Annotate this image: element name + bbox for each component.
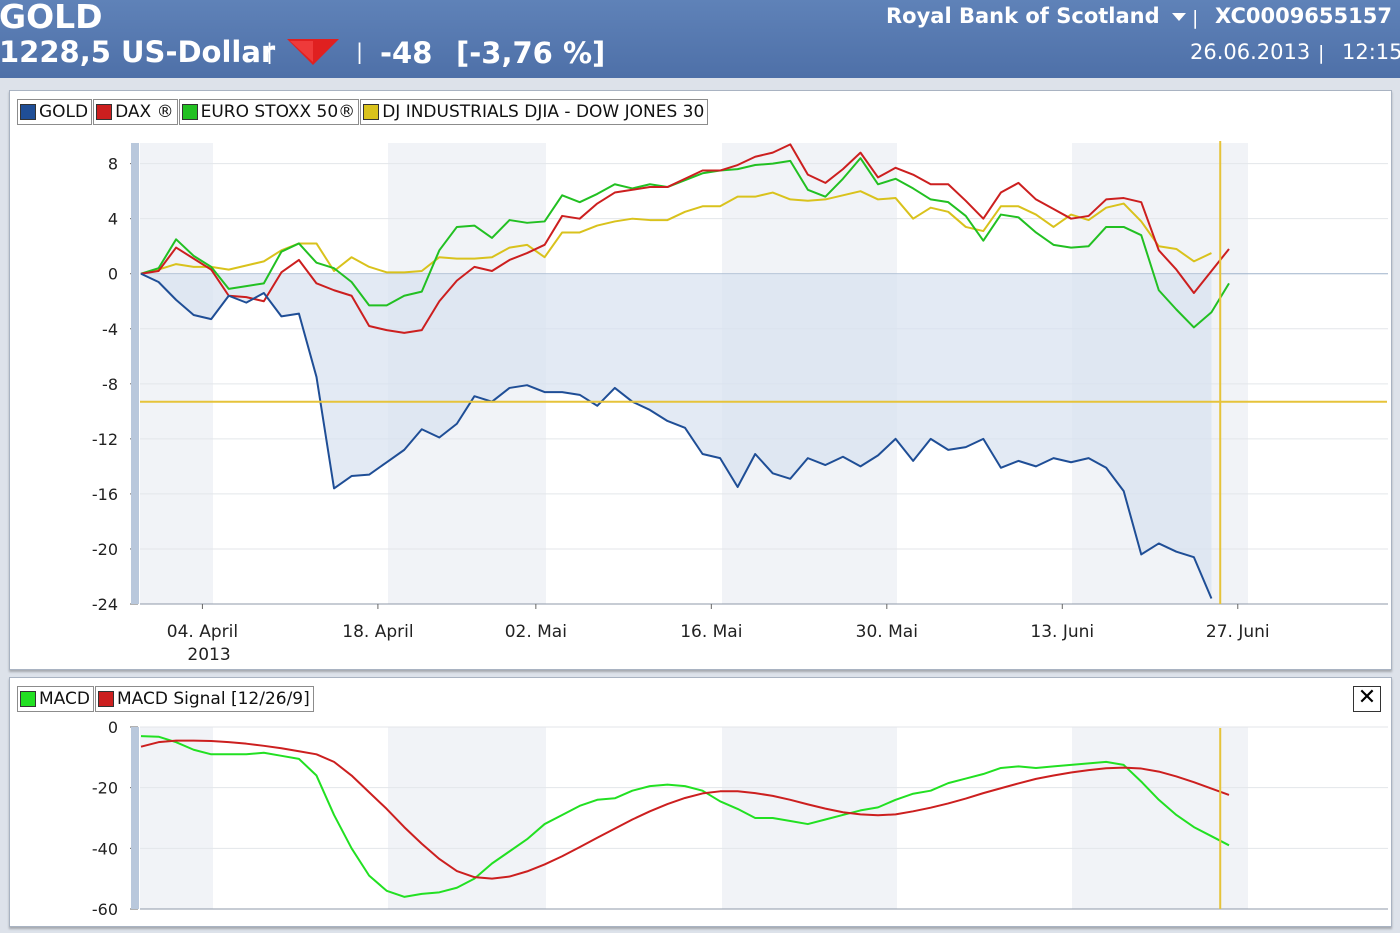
issuer-dropdown[interactable]: Royal Bank of Scotland: [886, 4, 1187, 28]
panel-resize-handle[interactable]: [625, 670, 771, 704]
macd-chart[interactable]: 0 -20 -40 -60: [10, 678, 1391, 926]
main-legend: GOLD DAX ® EURO STOXX 50® DJ INDUSTRIALS…: [17, 99, 709, 125]
series-line-dj-industrials-djia-dow-jones-30: [140, 190, 1212, 275]
legend-swatch: [181, 104, 198, 120]
y-tick-label: -12: [92, 430, 118, 449]
y-axis-bar: [131, 727, 139, 909]
legend-label: MACD Signal [12/26/9]: [116, 689, 310, 709]
series-line-macd-signal-12-26-9-: [140, 739, 1230, 880]
issuer-label: Royal Bank of Scotland: [886, 4, 1160, 28]
legend-item-eurostoxx[interactable]: EURO STOXX 50®: [178, 99, 360, 125]
legend-swatch: [96, 104, 113, 120]
y-tick-label: 8: [108, 155, 118, 174]
comparison-chart[interactable]: 8 4 0 -4 -8 -12 -16 -20 -24 04. April 18. April 02.…: [10, 91, 1391, 669]
separator: |: [356, 40, 364, 64]
change-absolute: -48: [380, 36, 433, 70]
y-tick-label: -20: [92, 540, 118, 559]
close-indicator-button[interactable]: ✕: [1353, 686, 1381, 712]
x-tick-label: 13. Juni: [1030, 622, 1094, 642]
y-tick-label: -40: [92, 839, 118, 858]
x-tick-label: 18. April: [342, 622, 413, 642]
y-tick-label: 0: [108, 265, 118, 284]
legend-swatch: [363, 104, 380, 120]
y-tick-label: 0: [108, 718, 118, 737]
separator: |: [1192, 7, 1199, 29]
legend-item-macd[interactable]: MACD: [17, 686, 94, 712]
series-line-dax-: [140, 143, 1230, 334]
x-tick-label: 02. Mai: [505, 622, 567, 642]
legend-swatch: [97, 691, 114, 707]
year-label: 2013: [187, 645, 230, 665]
y-tick-label: -4: [102, 320, 118, 339]
chevron-down-icon: [1171, 13, 1186, 21]
trend-down-icon: [287, 39, 339, 65]
price-comparison-chart-panel: 8 4 0 -4 -8 -12 -16 -20 -24 04. April 18. April 02.…: [9, 90, 1392, 670]
background-band: [388, 727, 546, 909]
background-band: [1072, 727, 1248, 909]
legend-swatch: [20, 691, 36, 707]
series-line-macd: [140, 735, 1230, 898]
series-line-gold: [140, 272, 1213, 599]
quote-header: GOLD 1228,5 US-Dollar | | -48 [-3,76 %] …: [0, 0, 1400, 78]
separator: |: [266, 40, 274, 64]
symbol-title: GOLD: [0, 0, 103, 36]
legend-label: DAX ®: [115, 102, 174, 122]
legend-swatch: [20, 104, 36, 120]
legend-item-dax[interactable]: DAX ®: [93, 99, 178, 125]
price-value: 1228,5 US-Dollar: [0, 35, 276, 69]
y-tick-label: -8: [102, 375, 118, 394]
legend-label: DJ INDUSTRIALS DJIA - DOW JONES 30: [382, 102, 705, 122]
separator: |: [1318, 42, 1325, 64]
legend-label: GOLD: [39, 102, 89, 122]
quote-time: 12:15: [1342, 40, 1400, 64]
y-tick-label: -24: [92, 595, 118, 614]
x-tick-label: 27. Juni: [1206, 622, 1270, 642]
y-axis-bar: [131, 143, 139, 604]
x-tick-label: 30. Mai: [856, 622, 918, 642]
isin-code: XC0009655157: [1215, 4, 1392, 28]
macd-indicator-panel: 0 -20 -40 -60 MACD MACD Signal [12/26/9] ✕: [9, 677, 1392, 927]
x-tick-label: 16. Mai: [680, 622, 742, 642]
background-band: [140, 143, 213, 604]
legend-item-macd-signal[interactable]: MACD Signal [12/26/9]: [94, 686, 314, 712]
gold-area-fill: [141, 273, 1212, 599]
series-line-euro-stoxx-50-: [140, 157, 1230, 329]
macd-legend: MACD MACD Signal [12/26/9]: [17, 686, 315, 712]
legend-item-gold[interactable]: GOLD: [17, 99, 93, 125]
y-tick-label: -16: [92, 485, 118, 504]
legend-label: EURO STOXX 50®: [200, 102, 356, 122]
background-band: [140, 727, 213, 909]
quote-date: 26.06.2013: [1190, 40, 1311, 64]
legend-item-dowjones[interactable]: DJ INDUSTRIALS DJIA - DOW JONES 30: [360, 99, 709, 125]
y-tick-label: -20: [92, 779, 118, 798]
background-band: [722, 727, 897, 909]
legend-label: MACD: [39, 689, 90, 709]
y-tick-label: -60: [92, 900, 118, 919]
y-tick-label: 4: [108, 210, 118, 229]
change-percent: [-3,76 %]: [456, 36, 606, 70]
x-tick-label: 04. April: [167, 622, 238, 642]
